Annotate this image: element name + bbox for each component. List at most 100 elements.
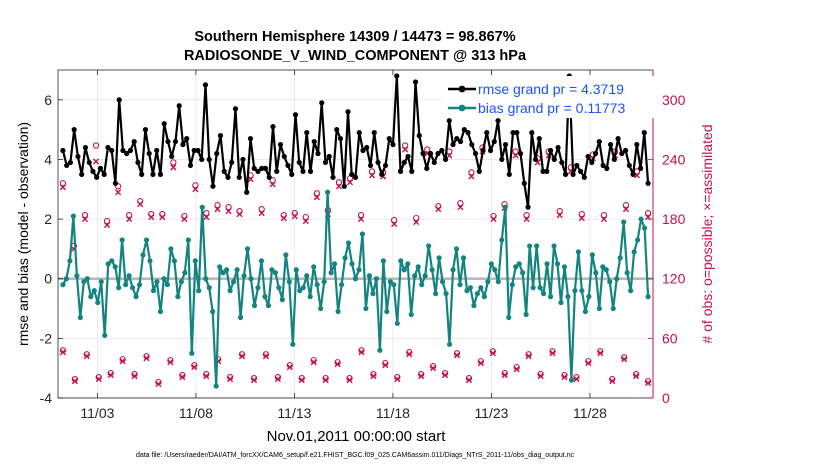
bias-point [478, 285, 484, 291]
obs-assimilated-marker [274, 376, 281, 383]
rmse-point [439, 147, 445, 154]
cross-stroke [247, 176, 254, 183]
obs-assimilated-marker [622, 206, 630, 213]
bias-point [565, 294, 571, 300]
cross-stroke [137, 201, 144, 208]
obs-assimilated-marker [609, 378, 616, 385]
obs-assimilated-marker [280, 215, 287, 222]
rmse-point [622, 147, 629, 154]
rmse-point [472, 150, 479, 157]
series-lines [60, 73, 651, 389]
rmse-point [510, 130, 516, 136]
cross-stroke [335, 183, 343, 190]
bias-point [77, 314, 83, 321]
cross-stroke [291, 213, 298, 220]
rmse-point [296, 159, 302, 166]
obs-assimilated-marker [115, 189, 122, 196]
rmse-point [101, 171, 107, 177]
cross-stroke [203, 214, 210, 221]
rmse-point [454, 135, 460, 142]
cross-stroke [644, 214, 652, 221]
bias-point [520, 270, 526, 276]
rmse-point [367, 162, 374, 169]
cross-stroke [585, 360, 592, 367]
rmse-point [607, 141, 614, 148]
cross-stroke [382, 362, 389, 369]
rmse-point [109, 147, 115, 154]
rmse-point [446, 118, 452, 124]
rmse-point [210, 183, 216, 189]
obs-possible-marker [103, 217, 111, 225]
rmse-point [345, 109, 351, 115]
obs-assimilated-marker [573, 376, 580, 383]
bias-point [530, 285, 536, 291]
rmse-point [386, 135, 392, 142]
x-tick-label: 11/18 [376, 405, 410, 421]
cross-stroke [465, 377, 473, 384]
bias-point [262, 294, 268, 300]
obs-assimilated-marker [465, 377, 473, 384]
obs-assimilated-marker [126, 215, 133, 223]
x-tick-label: 11/23 [474, 405, 508, 421]
bias-point [102, 332, 108, 338]
rmse-point [379, 171, 385, 177]
obs-assimilated-marker [453, 352, 461, 359]
obs-assimilated-marker [71, 378, 78, 385]
y2-tick-label: 300 [662, 92, 686, 108]
bias-point [488, 261, 494, 267]
cross-stroke [418, 373, 425, 380]
bias-point [227, 288, 233, 294]
bias-point [234, 267, 240, 273]
rmse-point [499, 156, 505, 163]
obs-assimilated-marker [537, 373, 544, 380]
rmse-point [630, 171, 636, 177]
bias-point [558, 299, 564, 306]
obs-assimilated-marker [585, 360, 592, 367]
bias-point [60, 282, 66, 288]
bias-point [579, 288, 585, 294]
cross-stroke [95, 376, 102, 383]
cross-stroke [468, 173, 475, 180]
y-tick-label: -4 [40, 390, 53, 406]
rmse-point [259, 165, 265, 171]
rmse-point [71, 127, 77, 133]
rmse-point [176, 103, 182, 109]
obs-possible-marker [457, 200, 464, 207]
bias-point [394, 320, 400, 327]
rmse-point [105, 144, 111, 151]
cross-stroke [155, 380, 162, 388]
cross-stroke [523, 215, 530, 223]
obs-possible-marker [413, 214, 420, 222]
rmse-point [311, 138, 317, 145]
bias-point [551, 243, 557, 249]
cross-stroke [633, 172, 641, 179]
legend-bias-label: bias grand pr = 0.11773 [478, 100, 625, 116]
rmse-point [319, 100, 325, 106]
obs-assimilated-marker [155, 380, 162, 388]
rmse-point [289, 171, 295, 177]
obs-assimilated-marker [578, 215, 585, 222]
bias-point [621, 219, 627, 225]
rmse-point [461, 127, 467, 133]
rmse-point [356, 130, 362, 136]
obs-assimilated-marker [600, 215, 608, 223]
cross-stroke [302, 217, 309, 225]
rmse-point [199, 156, 205, 163]
obs-assimilated-marker [262, 353, 270, 360]
obs-assimilated-marker [346, 179, 354, 186]
rmse-point [596, 138, 602, 145]
bias-point [495, 279, 501, 285]
obs-assimilated-marker [286, 364, 293, 371]
rmse-point [154, 147, 160, 154]
y-tick-label: 6 [44, 92, 52, 108]
cross-stroke [430, 365, 437, 372]
cross-stroke [578, 215, 585, 222]
cross-stroke [453, 352, 461, 359]
bias-point [363, 305, 369, 312]
rmse-point [581, 174, 587, 180]
cross-stroke [537, 373, 544, 380]
bias-point [304, 273, 310, 279]
cross-stroke [262, 353, 270, 360]
rmse-point [255, 168, 261, 174]
obs-assimilated-marker [310, 359, 317, 366]
